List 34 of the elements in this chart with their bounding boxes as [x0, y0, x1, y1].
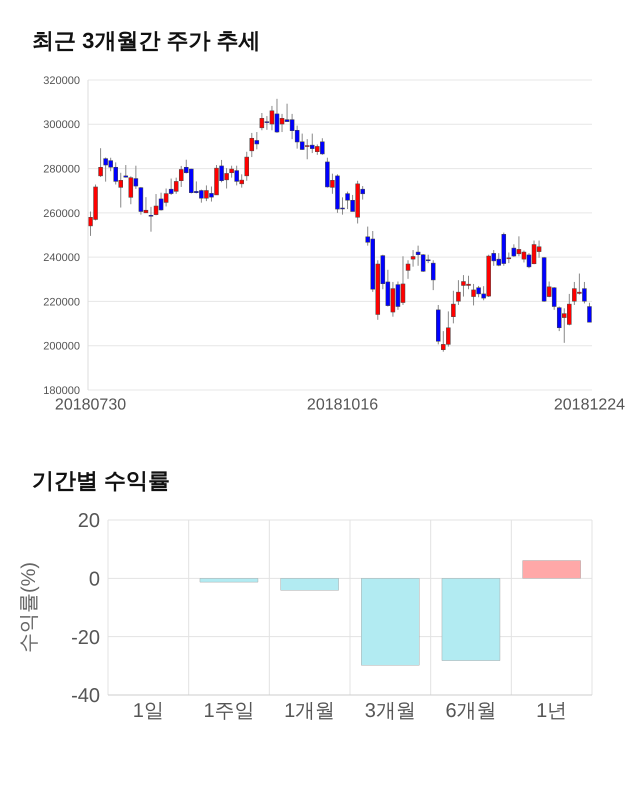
y-tick-label: 300000 [43, 119, 80, 132]
x-tick-label: 1일 [132, 700, 164, 722]
y-tick-label: 0 [88, 568, 100, 590]
chart-title: 기간별 수익률 [32, 467, 172, 495]
candlestick [587, 302, 592, 323]
x-tick-label: 20181224 [554, 396, 626, 414]
y-tick-label: 260000 [43, 208, 80, 220]
y-tick-label: 180000 [43, 384, 80, 397]
candlestick [456, 280, 461, 306]
candlestick [244, 151, 249, 182]
candlestick [406, 260, 410, 280]
x-tick-label: 3개월 [364, 700, 416, 722]
candlestick [410, 250, 416, 268]
x-tick-label: 20181016 [306, 396, 378, 414]
x-tick-label: 1주일 [203, 700, 255, 722]
candlestick [451, 290, 456, 324]
y-tick-label: 220000 [43, 296, 80, 308]
candlestick [98, 148, 103, 178]
chart-title: 최근 3개월간 주가 추세 [32, 27, 262, 55]
candlestick [148, 206, 154, 232]
x-tick-label: 6개월 [445, 700, 497, 722]
y-tick-label: 280000 [43, 163, 80, 176]
y-tick-label: -40 [71, 685, 100, 708]
x-tick-label: 1년 [536, 700, 568, 722]
y-tick-label: 320000 [43, 74, 80, 87]
y-tick-label: 240000 [43, 252, 80, 264]
y-tick-label: -20 [71, 626, 100, 649]
x-tick-label: 1개월 [284, 700, 336, 722]
y-tick-label: 20 [78, 510, 100, 532]
y-tick-label: 200000 [43, 340, 80, 353]
x-tick-label: 20180730 [54, 396, 126, 414]
candlestick [430, 260, 436, 291]
y-axis-title: 수익률(%) [18, 562, 40, 654]
candlestick [124, 164, 128, 178]
